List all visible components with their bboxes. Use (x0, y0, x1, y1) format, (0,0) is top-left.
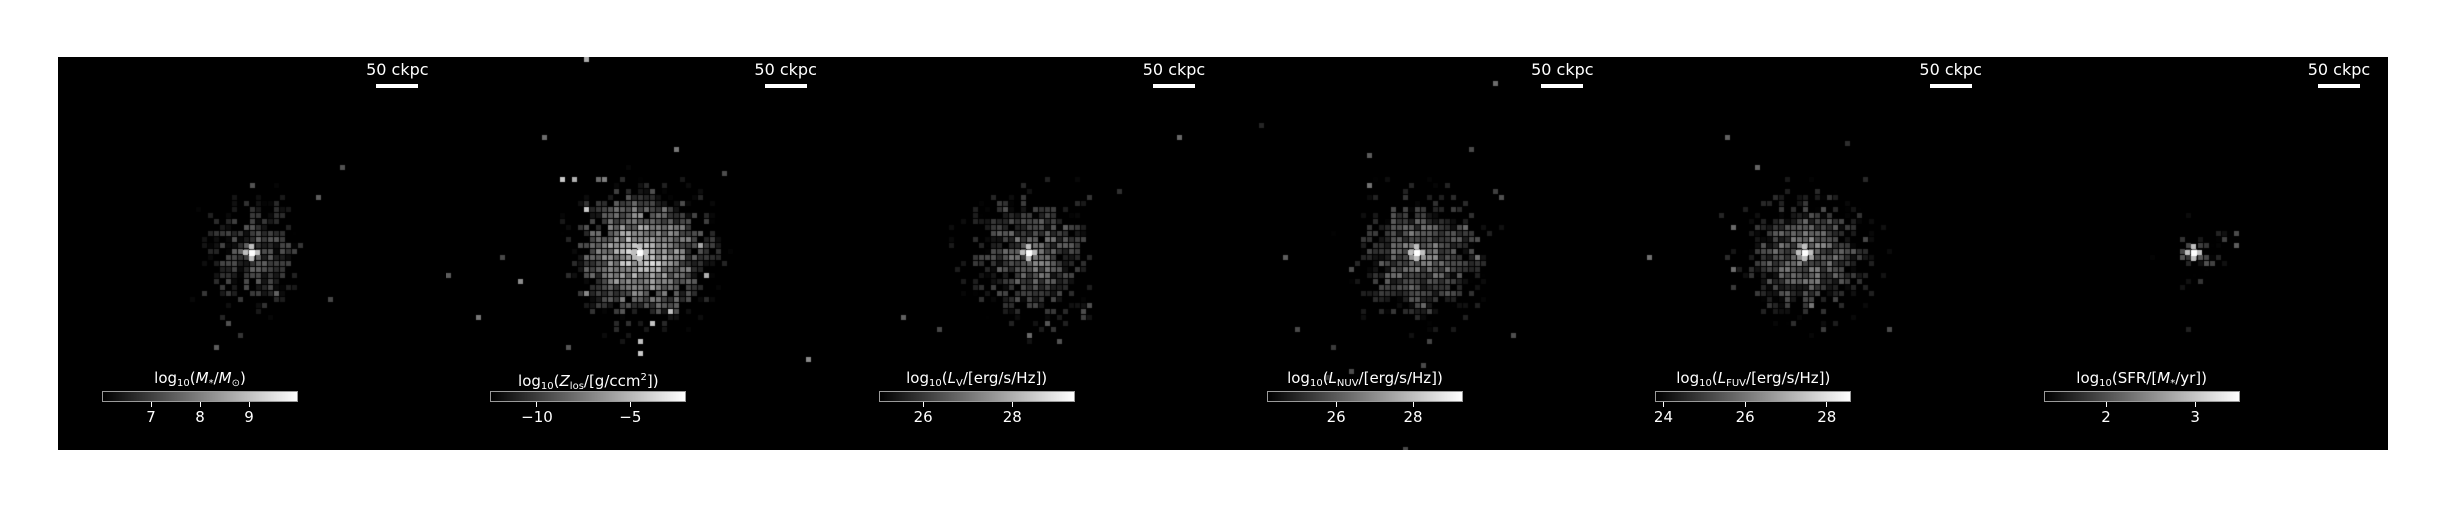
colorbar-tick-label: 3 (2190, 408, 2200, 426)
scale-bar-indicator: 50 ckpc (1139, 61, 1209, 88)
colorbar-tick-mark (248, 402, 250, 407)
colorbar-tick-mark (536, 402, 538, 407)
colorbar-gradient (102, 391, 298, 402)
colorbar: log10(Zlos/[g/ccm2]) −10 −5 (490, 369, 687, 429)
colorbar-gradient (878, 391, 1075, 402)
colorbar-tick-label: 28 (1002, 408, 1022, 426)
colorbar-label: log10(LNUV/[erg/s/Hz]) (1287, 369, 1443, 389)
colorbar-gradient (1655, 391, 1852, 402)
map-panel: 50 ckpc log10(SFR/[M*/yr]) 2 3 (1999, 57, 2388, 450)
colorbar-tick-mark (1662, 402, 1664, 407)
scale-bar-line (2317, 84, 2360, 88)
colorbar-tick-label: 28 (1403, 408, 1423, 426)
scale-bar-label: 50 ckpc (1142, 60, 1206, 79)
scale-bar-label: 50 ckpc (366, 60, 429, 79)
pixel-map-image (58, 57, 446, 450)
pixel-map-image (1222, 57, 1611, 450)
pixel-map-image (834, 57, 1223, 450)
colorbar-tick-label: 2 (2101, 408, 2111, 426)
colorbar-gradient (2043, 391, 2240, 402)
scale-bar-line (1929, 84, 1972, 88)
colorbar-label: log10(M*/M⊙) (154, 369, 246, 389)
colorbar-tick-mark (629, 402, 631, 407)
colorbar-tick-mark (199, 402, 201, 407)
colorbar: log10(LNUV/[erg/s/Hz]) 26 28 (1266, 369, 1463, 429)
pixel-map-image (446, 57, 835, 450)
colorbar-tick-mark (150, 402, 152, 407)
scale-bar-indicator: 50 ckpc (2304, 61, 2374, 88)
colorbar-label: log10(LFUV/[erg/s/Hz]) (1676, 369, 1831, 389)
colorbar-tick-label: 28 (1817, 408, 1837, 426)
colorbar-tick-label: −10 (521, 408, 553, 426)
colorbar-tick-mark (1335, 402, 1337, 407)
colorbar-label: log10(LV/[erg/s/Hz]) (906, 369, 1048, 389)
map-panel: 50 ckpc log10(Zlos/[g/ccm2]) −10 −5 (446, 57, 835, 450)
colorbar-tick-label: 9 (244, 408, 254, 426)
colorbar-label: log10(Zlos/[g/ccm2]) (518, 372, 659, 392)
map-panel: 50 ckpc log10(LFUV/[erg/s/Hz]) 24 26 28 (1611, 57, 2000, 450)
colorbar-tick-label: 24 (1653, 408, 1674, 426)
colorbar-gradient (1266, 391, 1463, 402)
colorbar-tick-mark (2105, 402, 2107, 407)
colorbar-tick-label: 26 (1735, 408, 1755, 426)
colorbar-tick-label: −5 (619, 408, 642, 426)
figure-row: 50 ckpc log10(M*/M⊙) 7 8 9 50 ckpc log10(Zlos/… (58, 57, 2388, 450)
colorbar: log10(LFUV/[erg/s/Hz]) 24 26 28 (1654, 369, 1852, 429)
map-panel: 50 ckpc log10(M*/M⊙) 7 8 9 (58, 57, 447, 450)
scale-bar-indicator: 50 ckpc (362, 61, 432, 88)
scale-bar-label: 50 ckpc (1531, 60, 1594, 79)
colorbar-gradient (490, 391, 687, 402)
map-panel: 50 ckpc log10(LV/[erg/s/Hz]) 26 28 (834, 57, 1223, 450)
scale-bar-label: 50 ckpc (754, 60, 817, 79)
scale-bar-line (376, 84, 419, 88)
colorbar-label: log10(SFR/[M*/yr]) (2076, 369, 2207, 389)
colorbar-tick-label: 8 (195, 408, 205, 426)
scale-bar-indicator: 50 ckpc (751, 61, 821, 88)
pixel-map-image (1611, 57, 2000, 450)
colorbar-tick-label: 26 (1326, 408, 1346, 426)
colorbar-tick-label: 26 (913, 408, 933, 426)
colorbar-tick-mark (2194, 402, 2196, 407)
scale-bar-label: 50 ckpc (2307, 60, 2371, 79)
colorbar: log10(M*/M⊙) 7 8 9 (102, 369, 298, 429)
pixel-map-image (1999, 57, 2388, 450)
colorbar-tick-label: 7 (146, 408, 156, 426)
scale-bar-line (764, 84, 807, 88)
scale-bar-label: 50 ckpc (1919, 60, 1982, 79)
scale-bar-line (1152, 84, 1195, 88)
map-panel: 50 ckpc log10(LNUV/[erg/s/Hz]) 26 28 (1222, 57, 1612, 450)
colorbar-tick-mark (1011, 402, 1013, 407)
scale-bar-indicator: 50 ckpc (1527, 61, 1597, 88)
colorbar-tick-mark (1744, 402, 1746, 407)
scale-bar-indicator: 50 ckpc (1916, 61, 1986, 88)
colorbar-tick-mark (1826, 402, 1828, 407)
colorbar: log10(SFR/[M*/yr]) 2 3 (2043, 369, 2240, 429)
colorbar-tick-mark (1412, 402, 1414, 407)
colorbar-tick-mark (922, 402, 924, 407)
scale-bar-line (1541, 84, 1584, 88)
colorbar: log10(LV/[erg/s/Hz]) 26 28 (878, 369, 1075, 429)
